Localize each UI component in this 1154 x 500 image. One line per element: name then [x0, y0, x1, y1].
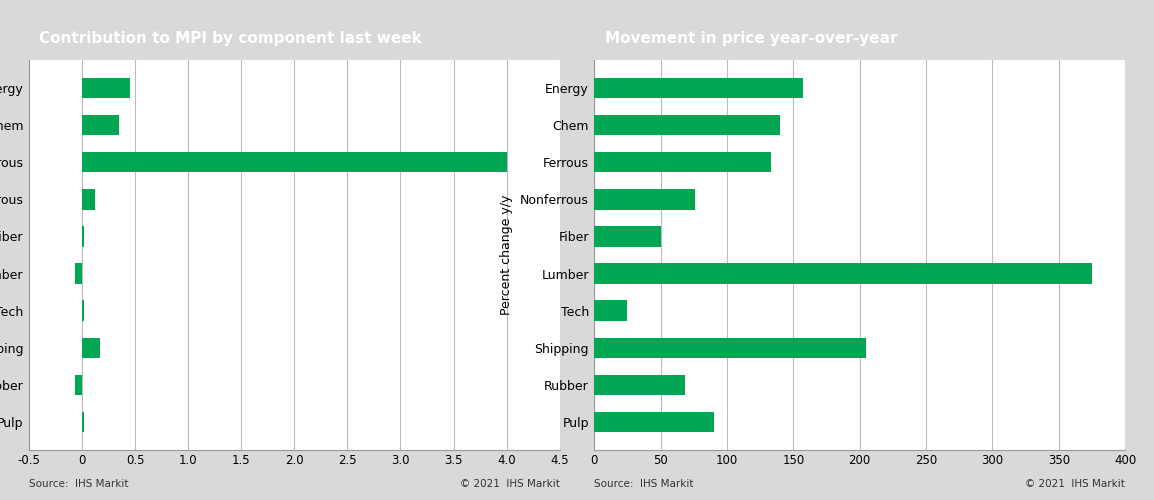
Bar — [594, 264, 1092, 284]
Text: Movement in price year-over-year: Movement in price year-over-year — [605, 32, 898, 46]
Bar — [82, 338, 100, 358]
Bar — [82, 226, 84, 246]
Text: Source:  IHS Markit: Source: IHS Markit — [29, 479, 128, 489]
Bar — [594, 374, 684, 395]
Text: Source:  IHS Markit: Source: IHS Markit — [594, 479, 694, 489]
Bar — [82, 78, 129, 98]
Bar — [594, 115, 780, 136]
Bar — [594, 226, 660, 246]
Text: © 2021  IHS Markit: © 2021 IHS Markit — [1025, 479, 1125, 489]
Bar — [594, 338, 867, 358]
Bar — [82, 189, 95, 210]
Bar — [594, 412, 713, 432]
Bar — [594, 300, 628, 321]
Bar — [75, 374, 82, 395]
Bar — [75, 264, 82, 284]
Bar — [594, 78, 803, 98]
Bar — [82, 412, 84, 432]
Bar — [82, 115, 119, 136]
Text: © 2021  IHS Markit: © 2021 IHS Markit — [459, 479, 560, 489]
Bar — [82, 152, 507, 172]
Text: Contribution to MPI by component last week: Contribution to MPI by component last we… — [39, 32, 422, 46]
Bar — [594, 189, 695, 210]
Bar — [594, 152, 771, 172]
Bar — [82, 300, 84, 321]
Y-axis label: Percent change y/y: Percent change y/y — [500, 195, 512, 315]
